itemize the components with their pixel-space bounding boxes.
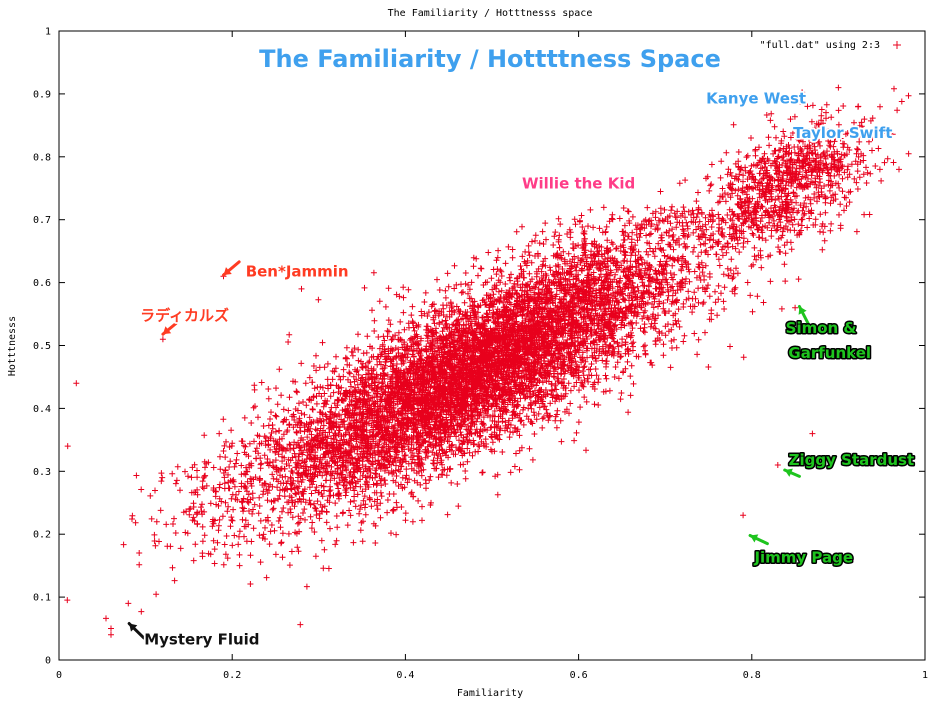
x-tick-label: 0 bbox=[56, 670, 62, 681]
overlay-title: The Familiarity / Hottttness Space bbox=[259, 45, 721, 73]
annotation-label: Garfunkel bbox=[788, 344, 871, 362]
y-tick-label: 0.1 bbox=[33, 593, 51, 604]
annotation-label: Ziggy Stardust bbox=[789, 451, 915, 469]
legend: "full.dat" using 2:3 bbox=[760, 40, 901, 51]
y-tick-label: 0 bbox=[45, 656, 51, 667]
y-tick-label: 0.3 bbox=[33, 467, 51, 478]
y-tick-label: 0.9 bbox=[33, 89, 51, 100]
annotation-label: Kanye West bbox=[706, 89, 806, 107]
x-tick-label: 1 bbox=[922, 670, 928, 681]
x-tick-label: 0.8 bbox=[743, 670, 761, 681]
annotation-arrowhead bbox=[129, 623, 138, 632]
annotation-label: Ben*Jammin bbox=[246, 262, 349, 280]
scatter-points bbox=[64, 84, 912, 638]
annotation-arrowhead bbox=[223, 267, 232, 276]
annotation-label: Mystery Fluid bbox=[144, 630, 259, 648]
annotation-label: ラディカルズ bbox=[140, 306, 229, 324]
x-axis-label: Familiarity bbox=[457, 688, 523, 699]
annotations: Kanye West Taylor Swift Willie the Kid Ben*… bbox=[127, 88, 916, 650]
legend-marker bbox=[893, 41, 901, 49]
annotation-label: Willie the Kid bbox=[522, 174, 635, 192]
annotation-label: Taylor Swift bbox=[793, 124, 892, 142]
y-tick-label: 0.6 bbox=[33, 278, 51, 289]
y-tick-label: 1 bbox=[45, 27, 51, 38]
annotation-label: Jimmy Page bbox=[753, 549, 853, 567]
y-tick-label: 0.4 bbox=[33, 404, 51, 415]
annotation-arrowhead bbox=[784, 468, 793, 477]
y-axis-ticks: 0 0.1 0.2 0.3 0.4 0.5 0.6 0.7 0.8 0.9 1 bbox=[33, 27, 925, 667]
y-tick-label: 0.2 bbox=[33, 530, 51, 541]
x-tick-label: 0.2 bbox=[223, 670, 241, 681]
legend-label: "full.dat" using 2:3 bbox=[760, 40, 880, 51]
y-tick-label: 0.8 bbox=[33, 152, 51, 163]
annotation-arrowhead bbox=[750, 534, 759, 543]
annotation-label: Simon & bbox=[786, 319, 857, 337]
y-tick-label: 0.7 bbox=[33, 215, 51, 226]
y-axis-label: Hotttnesss bbox=[7, 316, 18, 376]
x-tick-label: 0.4 bbox=[396, 670, 414, 681]
annotation-arrowhead bbox=[162, 326, 172, 335]
x-tick-label: 0.6 bbox=[570, 670, 588, 681]
data-points bbox=[64, 84, 912, 638]
x-axis-ticks: 0 0.2 0.4 0.6 0.8 1 bbox=[56, 31, 928, 681]
annotation-arrowhead bbox=[798, 306, 807, 315]
y-tick-label: 0.5 bbox=[33, 341, 51, 352]
chart-title: The Familiarity / Hotttnesss space bbox=[388, 8, 593, 19]
